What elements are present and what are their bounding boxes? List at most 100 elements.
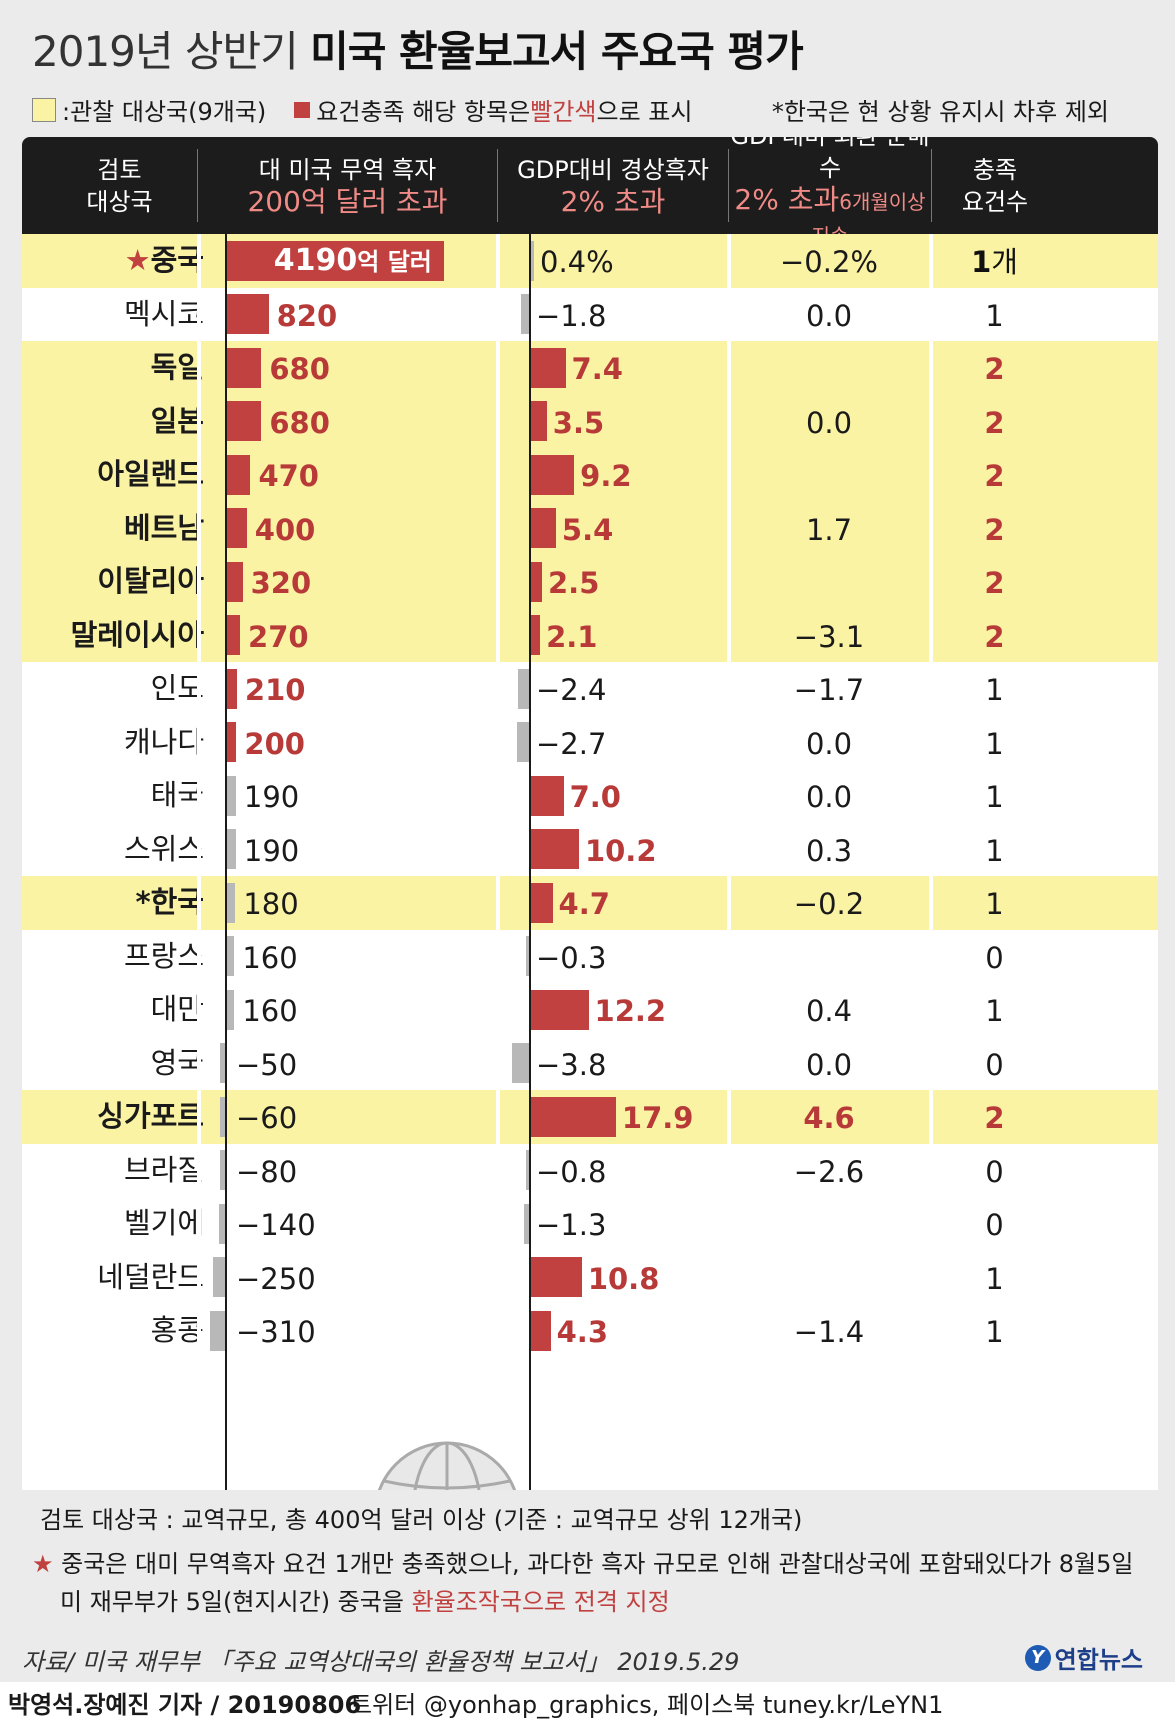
table-row: 벨기에 −140 −1.3 0 (22, 1197, 1158, 1251)
country-cell: 영국 (22, 1037, 204, 1091)
ca-value: −1.3 (536, 1197, 606, 1251)
ca-zero-axis (529, 234, 531, 1490)
yonhap-logo: Y 연합뉴스 (1024, 1640, 1143, 1675)
requirement-count: 0 (932, 1197, 1057, 1251)
trade-value: 470 (258, 459, 319, 493)
trade-value: 160 (242, 940, 298, 975)
fx-number: −2.6 (793, 1154, 865, 1189)
requirement-count: 2 (932, 502, 1057, 556)
country-cell: 싱가포르 (22, 1090, 204, 1144)
country-cell: 벨기에 (22, 1197, 204, 1251)
fx-number: 0.3 (805, 833, 853, 868)
count-number: 1 (985, 887, 1004, 921)
country-name: 아일랜드 (97, 457, 204, 491)
ca-number: 2.5 (548, 566, 600, 600)
fx-value: 0.4 (729, 983, 929, 1037)
ca-number: 10.2 (584, 833, 657, 868)
ca-bar (530, 615, 541, 656)
country-name: 한국 (150, 885, 204, 919)
country-cell: 프랑스 (22, 930, 204, 984)
fx-value: −0.2% (729, 234, 929, 288)
count-number: 1 (985, 673, 1004, 707)
header-country: 검토 대상국 (22, 137, 217, 234)
ca-number: 2.1 (546, 619, 598, 654)
requirement-count: 0 (932, 1037, 1057, 1091)
count-number: 1 (985, 780, 1004, 814)
count-number: 0 (985, 1047, 1004, 1082)
ca-bar (530, 240, 534, 281)
fx-value: −0.2 (729, 876, 929, 930)
fx-value (729, 555, 929, 609)
fx-value: −1.7 (729, 662, 929, 716)
trade-unit: 억 달러 (357, 247, 432, 276)
count-number: 2 (984, 566, 1005, 600)
trade-value: −60 (236, 1101, 298, 1135)
ca-bar (530, 882, 553, 923)
country-cell: ★중국 (22, 234, 204, 288)
column-gap (197, 234, 201, 1490)
count-number: 1 (985, 994, 1004, 1028)
header-fx-accent: 2% 초과6개월이상 지속 (729, 183, 931, 252)
ca-value: −1.8 (536, 288, 606, 342)
country-name: 태국 (150, 778, 204, 812)
country-cell: 멕시코 (22, 288, 204, 342)
ca-value: −2.4 (536, 662, 606, 716)
ca-value: 2.5 (548, 555, 599, 609)
yonhap-logo-icon: Y (1024, 1644, 1051, 1671)
fx-number: −1.7 (793, 673, 865, 707)
fx-value: 0.0 (729, 395, 929, 449)
country-name: 말레이시아 (70, 617, 204, 652)
country-cell: 일본 (22, 395, 204, 449)
fx-value (729, 930, 929, 984)
ca-number: −3.8 (536, 1047, 607, 1082)
country-cell: *한국 (22, 876, 204, 930)
requirement-count: 2 (932, 341, 1057, 395)
ca-number: 0.4 (540, 245, 587, 279)
country-name: 멕시코 (123, 296, 204, 331)
country-name: 중국 (150, 243, 204, 277)
trade-bar (226, 454, 251, 495)
requirement-count: 1 (932, 823, 1057, 877)
ca-value: 17.9 (622, 1090, 694, 1144)
ca-bar (521, 294, 530, 335)
ca-value: 4.7 (559, 876, 610, 930)
requirement-count: 1 (932, 716, 1057, 770)
country-cell: 대만 (22, 983, 204, 1037)
table-row: 영국 −50 −3.8 0.0 0 (22, 1037, 1158, 1091)
table-row: 태국 190 7.0 0.0 1 (22, 769, 1158, 823)
fx-value: 0.0 (729, 716, 929, 770)
table-row: 캐나다 200 −2.7 0.0 1 (22, 716, 1158, 770)
trade-value: −50 (236, 1047, 298, 1082)
count-number: 1 (985, 1315, 1004, 1349)
fx-value: 1.7 (729, 502, 929, 556)
table-row: 아일랜드 470 9.2 2 (22, 448, 1158, 502)
ca-value: 9.2 (580, 448, 631, 502)
trade-bar (226, 615, 241, 656)
trade-bar (226, 936, 235, 977)
count-number: 1 (985, 726, 1004, 761)
fx-number: 0.0 (805, 405, 853, 440)
ca-number: 10.8 (587, 1261, 660, 1296)
trade-value: −250 (236, 1261, 316, 1296)
ca-value: 7.4 (572, 341, 623, 395)
trade-bar (218, 1203, 226, 1244)
header-count-line1: 충족 (972, 155, 1018, 184)
trade-value: 190 (243, 833, 300, 868)
ca-value: −0.3 (536, 930, 606, 984)
count-number: 2 (984, 352, 1005, 386)
count-number: 2 (984, 405, 1005, 440)
trade-value: 4190 (273, 242, 358, 278)
table-row: 이탈리아 320 2.5 2 (22, 555, 1158, 609)
requirement-swatch (294, 101, 311, 118)
fx-number: 0.4 (805, 994, 853, 1028)
table-body: ★중국 4190억 달러 0.4% −0.2% 1개 멕시코 820 −1.8 0.0 1 독일 68… (22, 234, 1158, 1490)
count-unit: 개 (991, 245, 1018, 279)
count-number: 2 (984, 459, 1005, 493)
trade-value: 820 (276, 298, 338, 333)
trade-bar (226, 722, 237, 763)
table-row: 대만 160 12.2 0.4 1 (22, 983, 1158, 1037)
ca-value: −3.8 (536, 1037, 606, 1091)
requirement-count: 0 (932, 1144, 1057, 1198)
ca-bar (530, 454, 575, 495)
ca-number: −1.8 (536, 298, 607, 333)
